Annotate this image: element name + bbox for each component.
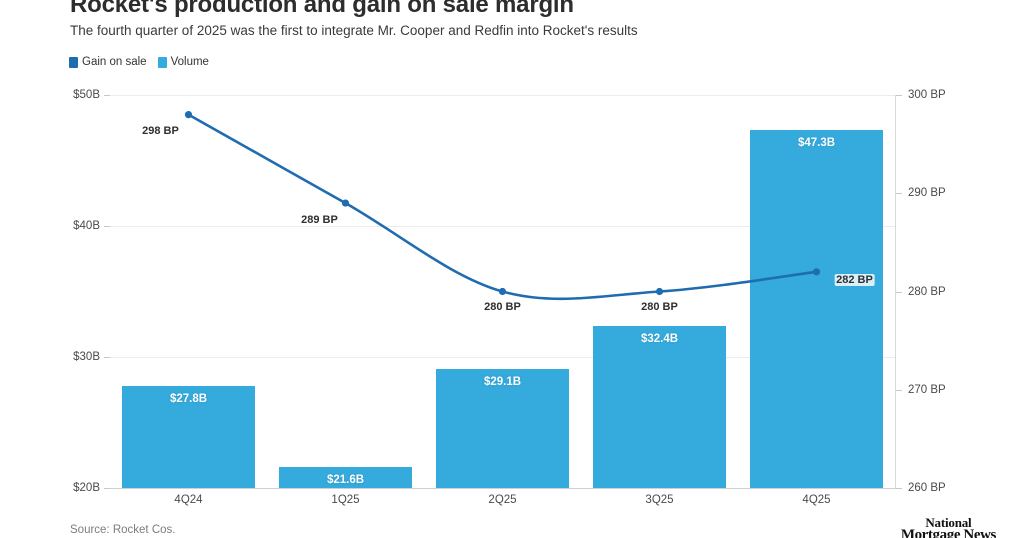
bar-value-label: $21.6B [326,474,365,487]
bar[interactable]: $27.8B [122,385,255,488]
y-axis-right-tick-label: 300 BP [908,89,946,101]
brand-line-1: National [925,515,972,530]
y-axis-right-tick-label: 290 BP [908,187,946,200]
gridline [110,95,895,96]
y-axis-right-tick [896,95,902,96]
legend-label-volume: Volume [170,56,209,68]
brand-line-2: Mortgage News [900,526,997,538]
bar-value-label: $27.8B [169,392,208,405]
bar-value-label: $32.4B [640,332,679,345]
line-point-label: 280 BP [639,300,680,313]
gridline [110,357,895,358]
x-axis-tick-label: 3Q25 [645,494,674,506]
x-axis-tick-label: 4Q24 [174,494,203,506]
legend-label-gain-on-sale: Gain on sale [82,56,147,68]
brand-logo: National Mortgage News [900,515,997,538]
y-axis-right-tick-label: 260 BP [908,482,946,494]
legend-swatch-gain-on-sale [69,56,78,68]
source-note: Source: Rocket Cos. [70,524,176,536]
legend-item-volume[interactable]: Volume [157,56,209,68]
x-axis-tick-label: 2Q25 [488,494,517,506]
line-point-label: 280 BP [482,300,523,313]
y-axis-left-tick-label: $30B [73,351,100,363]
bar[interactable]: $32.4B [593,325,726,488]
y-axis-left-tick [104,357,110,358]
legend-item-gain-on-sale[interactable]: Gain on sale [69,56,147,68]
bar[interactable]: $21.6B [279,467,412,488]
x-axis-tick-label: 4Q25 [802,494,831,506]
y-axis-right-tick [896,488,902,489]
line-path [187,113,818,301]
chart-legend: Gain on sale Volume [69,56,209,68]
line-point-label: 282 BP [834,273,875,286]
y-axis-left-tick-label: $50B [73,89,100,101]
y-axis-right-tick-label: 270 BP [908,383,946,396]
y-axis-right-tick [896,291,902,293]
y-axis-left-tick [104,226,110,227]
x-axis-line [110,488,896,489]
line-point[interactable] [184,111,193,119]
y-axis-right-tick [896,193,902,195]
x-axis-tick-label: 1Q25 [331,494,360,506]
y-axis-left-tick-label: $40B [73,220,100,232]
y-axis-left-tick [104,95,110,96]
chart-subtitle: The fourth quarter of 2025 was the first… [70,23,638,38]
plot-right-border [895,95,896,488]
legend-swatch-volume [157,56,167,68]
line-point[interactable] [341,199,350,207]
bar[interactable]: $47.3B [750,130,883,488]
y-axis-left-tick-label: $20B [73,482,100,494]
plot-area: $27.8B $21.6B $29.1B $32.4B $47.3B 298 BP 289… [110,95,895,488]
page-title: Rocket's production and gain on sale mar… [70,0,574,18]
line-point-label: 289 BP [299,214,340,227]
line-point[interactable] [655,287,664,296]
y-axis-left-tick [104,488,110,489]
bar-value-label: $47.3B [797,137,836,150]
line-point[interactable] [498,287,507,296]
bar-value-label: $29.1B [483,375,522,388]
y-axis-right-tick-label: 280 BP [908,285,946,298]
line-point-label: 298 BP [140,124,181,137]
bar[interactable]: $29.1B [436,368,569,488]
y-axis-right-tick [896,389,902,391]
